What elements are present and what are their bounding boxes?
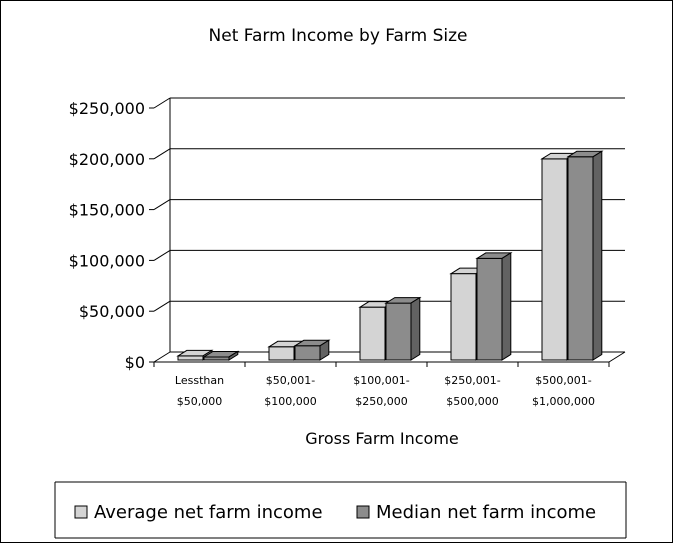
bar: [475, 251, 513, 361]
y-tick-label: $150,000: [69, 201, 145, 220]
y-tick-label: $0: [125, 353, 145, 372]
y-tick-label: $200,000: [69, 150, 145, 169]
bar: [202, 350, 240, 361]
y-tick-label: $50,000: [79, 302, 145, 321]
bar-front: [450, 273, 477, 361]
legend-label-median: Median net farm income: [376, 502, 596, 523]
x-tick-label: Lessthan: [175, 374, 224, 387]
chart-title: Net Farm Income by Farm Size: [209, 26, 468, 46]
bar-front: [268, 346, 295, 361]
x-tick-label: $100,001-: [353, 374, 409, 387]
gridline: [153, 300, 171, 312]
x-tick-label: $250,001-: [444, 374, 500, 387]
bar-side: [319, 339, 330, 361]
floor-edge: [608, 351, 626, 363]
bar-front: [177, 355, 204, 361]
y-tick-label: $250,000: [69, 99, 145, 118]
floor-edge: [153, 351, 171, 363]
bar-front: [359, 306, 386, 361]
bar: [384, 296, 422, 361]
bar-front: [294, 345, 321, 361]
bar-front: [541, 158, 568, 361]
legend-label-average: Average net farm income: [94, 502, 323, 523]
gridline: [153, 97, 171, 109]
x-tick-label: $50,001-: [266, 374, 315, 387]
legend: Average net farm income Median net farm …: [74, 502, 596, 523]
gridline: [153, 249, 171, 261]
bar-side: [592, 150, 603, 361]
x-tick-label: $500,001-: [535, 374, 591, 387]
bar-front: [385, 302, 412, 361]
bar-side: [410, 296, 421, 361]
x-axis-label: Gross Farm Income: [305, 429, 459, 448]
legend-swatch-average: [74, 505, 88, 519]
bars: [176, 150, 604, 361]
x-tick-label: $250,000: [355, 395, 408, 408]
x-tick-label: $50,000: [177, 395, 223, 408]
bar-side: [501, 251, 512, 361]
gridline: [153, 148, 171, 160]
bar: [293, 339, 331, 361]
y-tick-label: $100,000: [69, 251, 145, 270]
y-axis-ticks: $0 $50,000 $100,000 $150,000 $200,000 $250,00…: [69, 99, 154, 372]
bar: [566, 150, 604, 361]
x-tick-label: $500,000: [446, 395, 499, 408]
bar-front: [476, 257, 503, 361]
bar-side: [228, 350, 239, 361]
bar-front: [567, 156, 594, 361]
x-axis-ticks: Lessthan $50,000 $50,001- $100,000 $100,001-…: [153, 362, 610, 408]
gridline: [153, 199, 171, 211]
x-tick-label: $100,000: [264, 395, 317, 408]
legend-swatch-median: [356, 505, 370, 519]
x-tick-label: $1,000,000: [532, 395, 595, 408]
